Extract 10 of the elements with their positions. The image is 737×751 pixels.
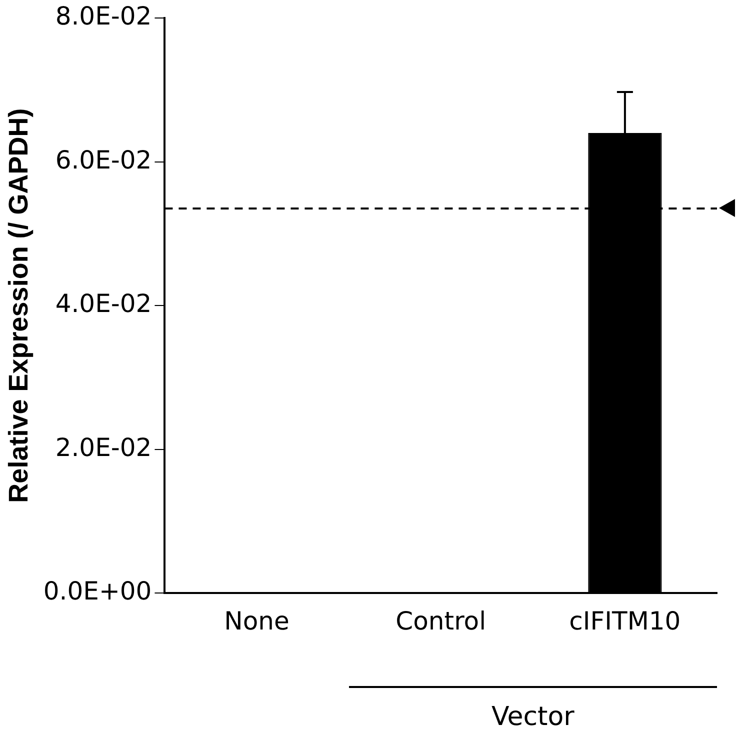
y-tick-label: 4.0E-02 [55, 289, 152, 318]
x-tick-label: Control [396, 606, 486, 636]
y-tick-label: 6.0E-02 [55, 145, 152, 174]
x-tick-label: cIFITM10 [569, 606, 681, 636]
x-tick-label: None [224, 606, 290, 636]
y-tick-label: 8.0E-02 [55, 2, 152, 30]
text: Vector [490, 702, 576, 732]
y-axis-title: Relative Expression (/ GAPDH) [4, 108, 34, 503]
y-tick-label: 2.0E-02 [55, 432, 152, 462]
y-tick-label: 0.0E+00 [43, 576, 152, 606]
